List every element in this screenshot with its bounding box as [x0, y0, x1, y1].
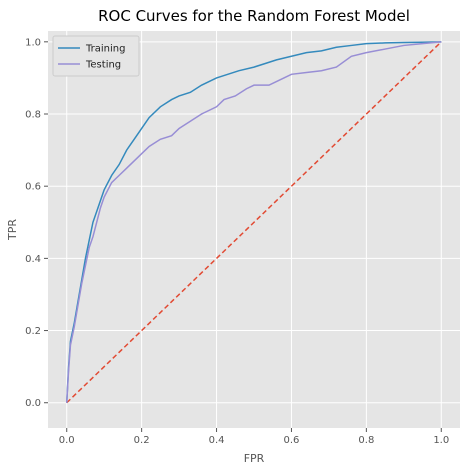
y-tick-label: 0.4 — [25, 254, 41, 265]
x-axis-label: FPR — [244, 452, 265, 465]
y-axis-ticks: 0.0 0.2 0.4 0.6 0.8 1.0 — [25, 37, 48, 409]
legend-label: Training — [85, 44, 125, 55]
chart-title: ROC Curves for the Random Forest Model — [98, 7, 410, 25]
series-line-training — [65, 41, 442, 403]
x-tick-label: 0.2 — [134, 435, 150, 446]
x-axis-ticks: 0.0 0.2 0.4 0.6 0.8 1.0 — [59, 428, 449, 446]
x-tick-label: 0.6 — [284, 435, 300, 446]
y-tick-label: 1.0 — [25, 37, 41, 48]
x-tick-label: 1.0 — [433, 435, 449, 446]
legend-box — [52, 35, 140, 77]
y-tick-label: 0.2 — [25, 326, 41, 337]
y-axis-label: TPR — [6, 219, 19, 241]
legend-label: Testing — [85, 60, 121, 71]
x-tick-label: 0.8 — [358, 435, 374, 446]
y-tick-label: 0.0 — [25, 398, 41, 409]
plot-area — [48, 31, 460, 428]
y-tick-label: 0.6 — [25, 182, 41, 193]
diagonal-line — [66, 41, 442, 404]
series-line-testing — [65, 41, 442, 403]
legend: Training Testing — [52, 35, 140, 77]
x-tick-label: 0.0 — [59, 435, 75, 446]
series-lines — [65, 41, 442, 403]
reference-diagonal — [66, 41, 442, 404]
x-tick-label: 0.4 — [209, 435, 225, 446]
y-tick-label: 0.8 — [25, 110, 41, 121]
